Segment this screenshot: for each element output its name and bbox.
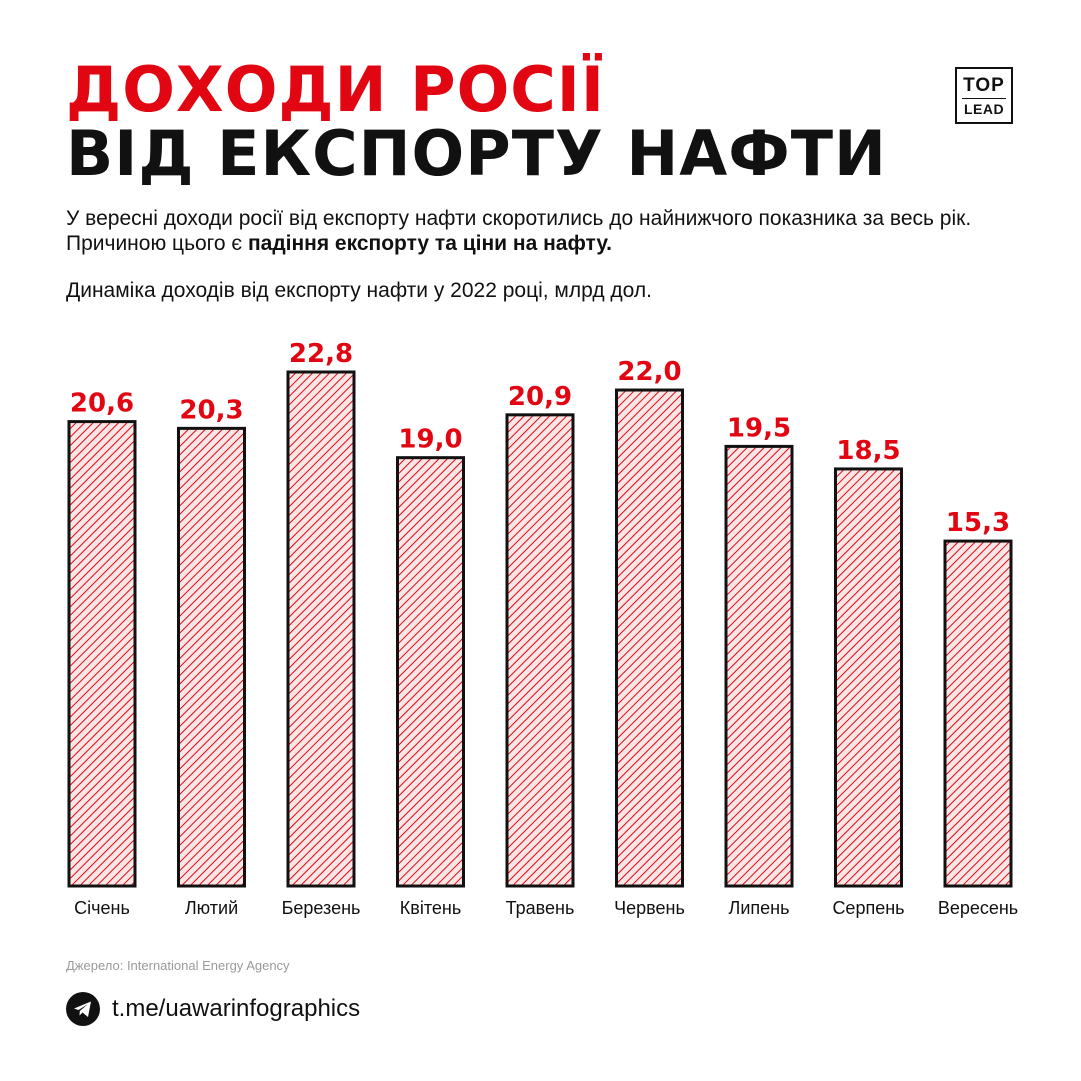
chart-title: Динаміка доходів від експорту нафти у 20… bbox=[66, 279, 652, 302]
category-label-5: Травень bbox=[506, 898, 575, 918]
bar-2 bbox=[177, 426, 246, 888]
category-label-4: Квітень bbox=[400, 898, 461, 918]
title-line-2: ВІД ЕКСПОРТУ НАФТИ bbox=[66, 117, 887, 190]
value-label-4: 19,0 bbox=[398, 425, 462, 455]
title-line-1: ДОХОДИ РОСІЇ bbox=[66, 53, 605, 126]
category-label-6: Червень bbox=[614, 898, 685, 918]
value-label-2: 20,3 bbox=[179, 395, 243, 425]
logo-bottom-text: LEAD bbox=[963, 101, 1005, 117]
bar-4 bbox=[396, 456, 465, 888]
bars-group: 20,6 Січень 20,3 Лютий 22,8 Березень 19,0 Квіте… bbox=[67, 339, 1018, 918]
category-label-2: Лютий bbox=[185, 898, 238, 918]
value-label-8: 18,5 bbox=[836, 436, 900, 466]
telegram-icon bbox=[66, 992, 100, 1026]
bar-5 bbox=[505, 413, 575, 888]
bar-9 bbox=[943, 539, 1013, 888]
description: У вересні доходи росії від експорту нафт… bbox=[66, 206, 1026, 256]
value-label-6: 22,0 bbox=[617, 357, 681, 387]
bar-6 bbox=[615, 388, 684, 888]
category-label-3: Березень bbox=[282, 898, 361, 918]
value-label-7: 19,5 bbox=[727, 413, 791, 443]
value-label-5: 20,9 bbox=[508, 382, 572, 412]
bar-7 bbox=[724, 444, 794, 888]
value-label-9: 15,3 bbox=[946, 508, 1010, 538]
value-label-3: 22,8 bbox=[289, 339, 353, 369]
toplead-logo: TOP LEAD bbox=[955, 67, 1013, 124]
description-bold: падіння експорту та ціни на нафту. bbox=[247, 232, 613, 255]
category-label-8: Серпень bbox=[832, 898, 904, 918]
logo-divider bbox=[962, 98, 1006, 99]
bar-chart: 20,6 Січень 20,3 Лютий 22,8 Березень 19,0 Квіте… bbox=[67, 339, 1018, 918]
bar-3 bbox=[286, 370, 356, 888]
logo-top-text: TOP bbox=[963, 75, 1005, 96]
value-label-1: 20,6 bbox=[70, 389, 134, 419]
description-text: У вересні доходи росії від експорту нафт… bbox=[66, 207, 972, 255]
bar-1 bbox=[67, 420, 137, 888]
bar-8 bbox=[834, 467, 903, 888]
category-label-1: Січень bbox=[74, 898, 130, 918]
category-label-9: Вересень bbox=[938, 898, 1018, 918]
source-note: Джерело: International Energy Agency bbox=[66, 958, 290, 973]
telegram-channel-link[interactable]: t.me/uawarinfographics bbox=[112, 995, 361, 1022]
category-label-7: Липень bbox=[729, 898, 790, 918]
